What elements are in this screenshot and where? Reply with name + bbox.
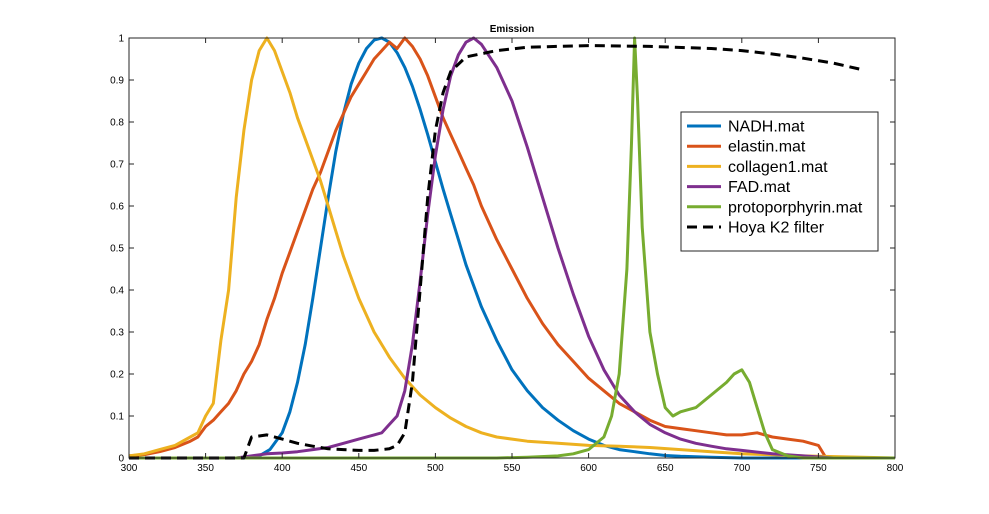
y-tick-label: 0.2 [110, 370, 124, 381]
legend: NADH.mat elastin.mat collagen1.mat FAD.mat p… [680, 111, 879, 252]
y-tick-label: 0.7 [110, 160, 124, 171]
series-line-1 [128, 36, 895, 460]
legend-box [680, 111, 879, 252]
x-tick-label: 450 [350, 463, 367, 474]
y-tick-label: 0.3 [110, 328, 124, 339]
y-tick-label: 0.8 [110, 118, 124, 129]
x-tick-label: 650 [657, 463, 674, 474]
x-tick-label: 350 [197, 463, 214, 474]
x-tick-label: 400 [274, 463, 291, 474]
x-tick-label: 550 [504, 463, 521, 474]
x-tick-label: 800 [887, 463, 904, 474]
axes-layer: 300 350 400 450 500 550 600 650 700 750 800 0 0.1 0.2… [110, 34, 904, 475]
legend-label: Hoya K2 filter [728, 220, 825, 237]
series-line-2 [128, 36, 896, 460]
series-line-4 [129, 36, 895, 460]
y-tick-label: 0 [118, 454, 124, 465]
series-layer [128, 36, 896, 460]
x-tick-label: 300 [121, 463, 138, 474]
x-tick-label: 500 [427, 463, 444, 474]
y-tick-label: 0.1 [110, 412, 124, 423]
y-tick-label: 1 [118, 34, 124, 45]
y-tick-label: 0.6 [110, 202, 124, 213]
chart-title: Emission [490, 24, 534, 35]
legend-label: protoporphyrin.mat [728, 199, 863, 216]
legend-label: FAD.mat [728, 179, 791, 196]
legend-label: elastin.mat [728, 139, 806, 156]
legend-label: NADH.mat [728, 119, 805, 136]
y-tick-label: 0.5 [110, 244, 124, 255]
legend-label: collagen1.mat [728, 159, 828, 176]
x-tick-label: 750 [810, 463, 827, 474]
series-line-3 [129, 36, 895, 460]
y-tick-label: 0.9 [110, 76, 124, 87]
y-tick-label: 0.4 [110, 286, 124, 297]
x-tick-label: 600 [580, 463, 597, 474]
x-tick-label: 700 [733, 463, 750, 474]
